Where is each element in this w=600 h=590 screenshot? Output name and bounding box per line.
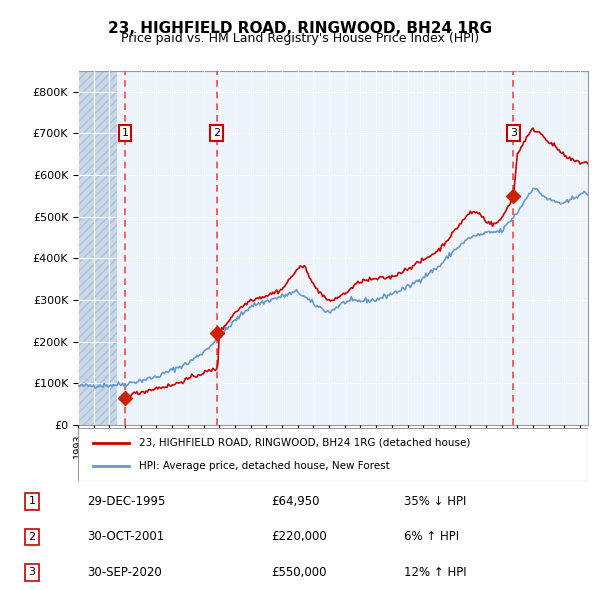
Bar: [78, 71, 117, 425]
Text: 2: 2: [213, 128, 220, 138]
Text: 35% ↓ HPI: 35% ↓ HPI: [404, 495, 466, 508]
Text: Price paid vs. HM Land Registry's House Price Index (HPI): Price paid vs. HM Land Registry's House …: [121, 32, 479, 45]
Text: 30-SEP-2020: 30-SEP-2020: [87, 566, 161, 579]
FancyBboxPatch shape: [78, 428, 588, 481]
Text: £220,000: £220,000: [271, 530, 327, 543]
Text: 2: 2: [29, 532, 36, 542]
Text: £64,950: £64,950: [271, 495, 320, 508]
Text: 1: 1: [121, 128, 128, 138]
Text: 3: 3: [29, 568, 35, 577]
Text: 30-OCT-2001: 30-OCT-2001: [87, 530, 164, 543]
Text: £550,000: £550,000: [271, 566, 326, 579]
Text: 12% ↑ HPI: 12% ↑ HPI: [404, 566, 466, 579]
Text: 29-DEC-1995: 29-DEC-1995: [87, 495, 165, 508]
Text: 23, HIGHFIELD ROAD, RINGWOOD, BH24 1RG: 23, HIGHFIELD ROAD, RINGWOOD, BH24 1RG: [108, 21, 492, 35]
Text: 3: 3: [510, 128, 517, 138]
Text: 6% ↑ HPI: 6% ↑ HPI: [404, 530, 459, 543]
Text: 23, HIGHFIELD ROAD, RINGWOOD, BH24 1RG (detached house): 23, HIGHFIELD ROAD, RINGWOOD, BH24 1RG (…: [139, 438, 470, 448]
Text: HPI: Average price, detached house, New Forest: HPI: Average price, detached house, New …: [139, 461, 390, 471]
Text: 1: 1: [29, 497, 35, 506]
